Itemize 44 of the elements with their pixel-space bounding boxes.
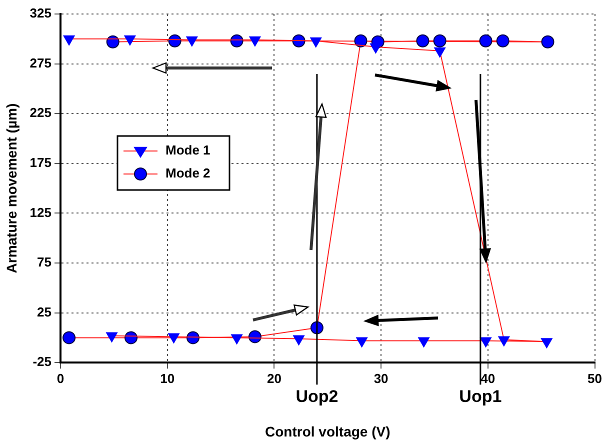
x-tick-label: 10 <box>160 370 175 386</box>
point <box>433 34 446 48</box>
point <box>62 331 76 344</box>
y-tick-label: 75 <box>37 254 52 270</box>
point <box>370 43 382 54</box>
point <box>418 337 430 348</box>
y-tick-label: 175 <box>30 154 52 170</box>
point <box>124 35 136 46</box>
legend-label: Mode 2 <box>165 166 210 181</box>
y-tick-label: 275 <box>30 55 52 70</box>
point <box>540 338 552 348</box>
x-tick-label: 40 <box>480 370 496 386</box>
y-tick-label: 225 <box>30 105 52 120</box>
point <box>249 36 261 46</box>
point <box>106 332 118 342</box>
legend-label: Mode 1 <box>165 142 210 158</box>
x-tick-label: 20 <box>266 370 282 386</box>
y-axis-title: Armature movement (µm) <box>3 103 20 274</box>
point <box>354 34 368 48</box>
y-tick-label: 325 <box>30 6 52 21</box>
point <box>293 335 304 346</box>
point <box>541 35 554 48</box>
point <box>186 36 198 46</box>
y-tick-label: -25 <box>32 354 52 370</box>
y-tick-label: 25 <box>37 304 52 320</box>
ref-line-label: Uop2 <box>296 386 338 406</box>
point <box>496 34 510 48</box>
x-tick-label: 30 <box>374 370 388 386</box>
x-tick-label: 0 <box>56 370 64 386</box>
x-axis-title: Control voltage (V) <box>265 423 390 440</box>
point <box>479 34 492 48</box>
point <box>498 336 510 346</box>
point <box>480 337 492 348</box>
point <box>63 35 75 46</box>
point <box>416 34 430 48</box>
point <box>310 37 322 48</box>
ref-line-label: Uop1 <box>459 386 502 406</box>
point <box>168 333 180 344</box>
point <box>106 35 120 48</box>
point <box>356 337 368 348</box>
y-tick-label: 125 <box>30 204 52 220</box>
x-tick-label: 50 <box>588 370 602 386</box>
point <box>434 47 446 58</box>
point <box>231 334 242 344</box>
